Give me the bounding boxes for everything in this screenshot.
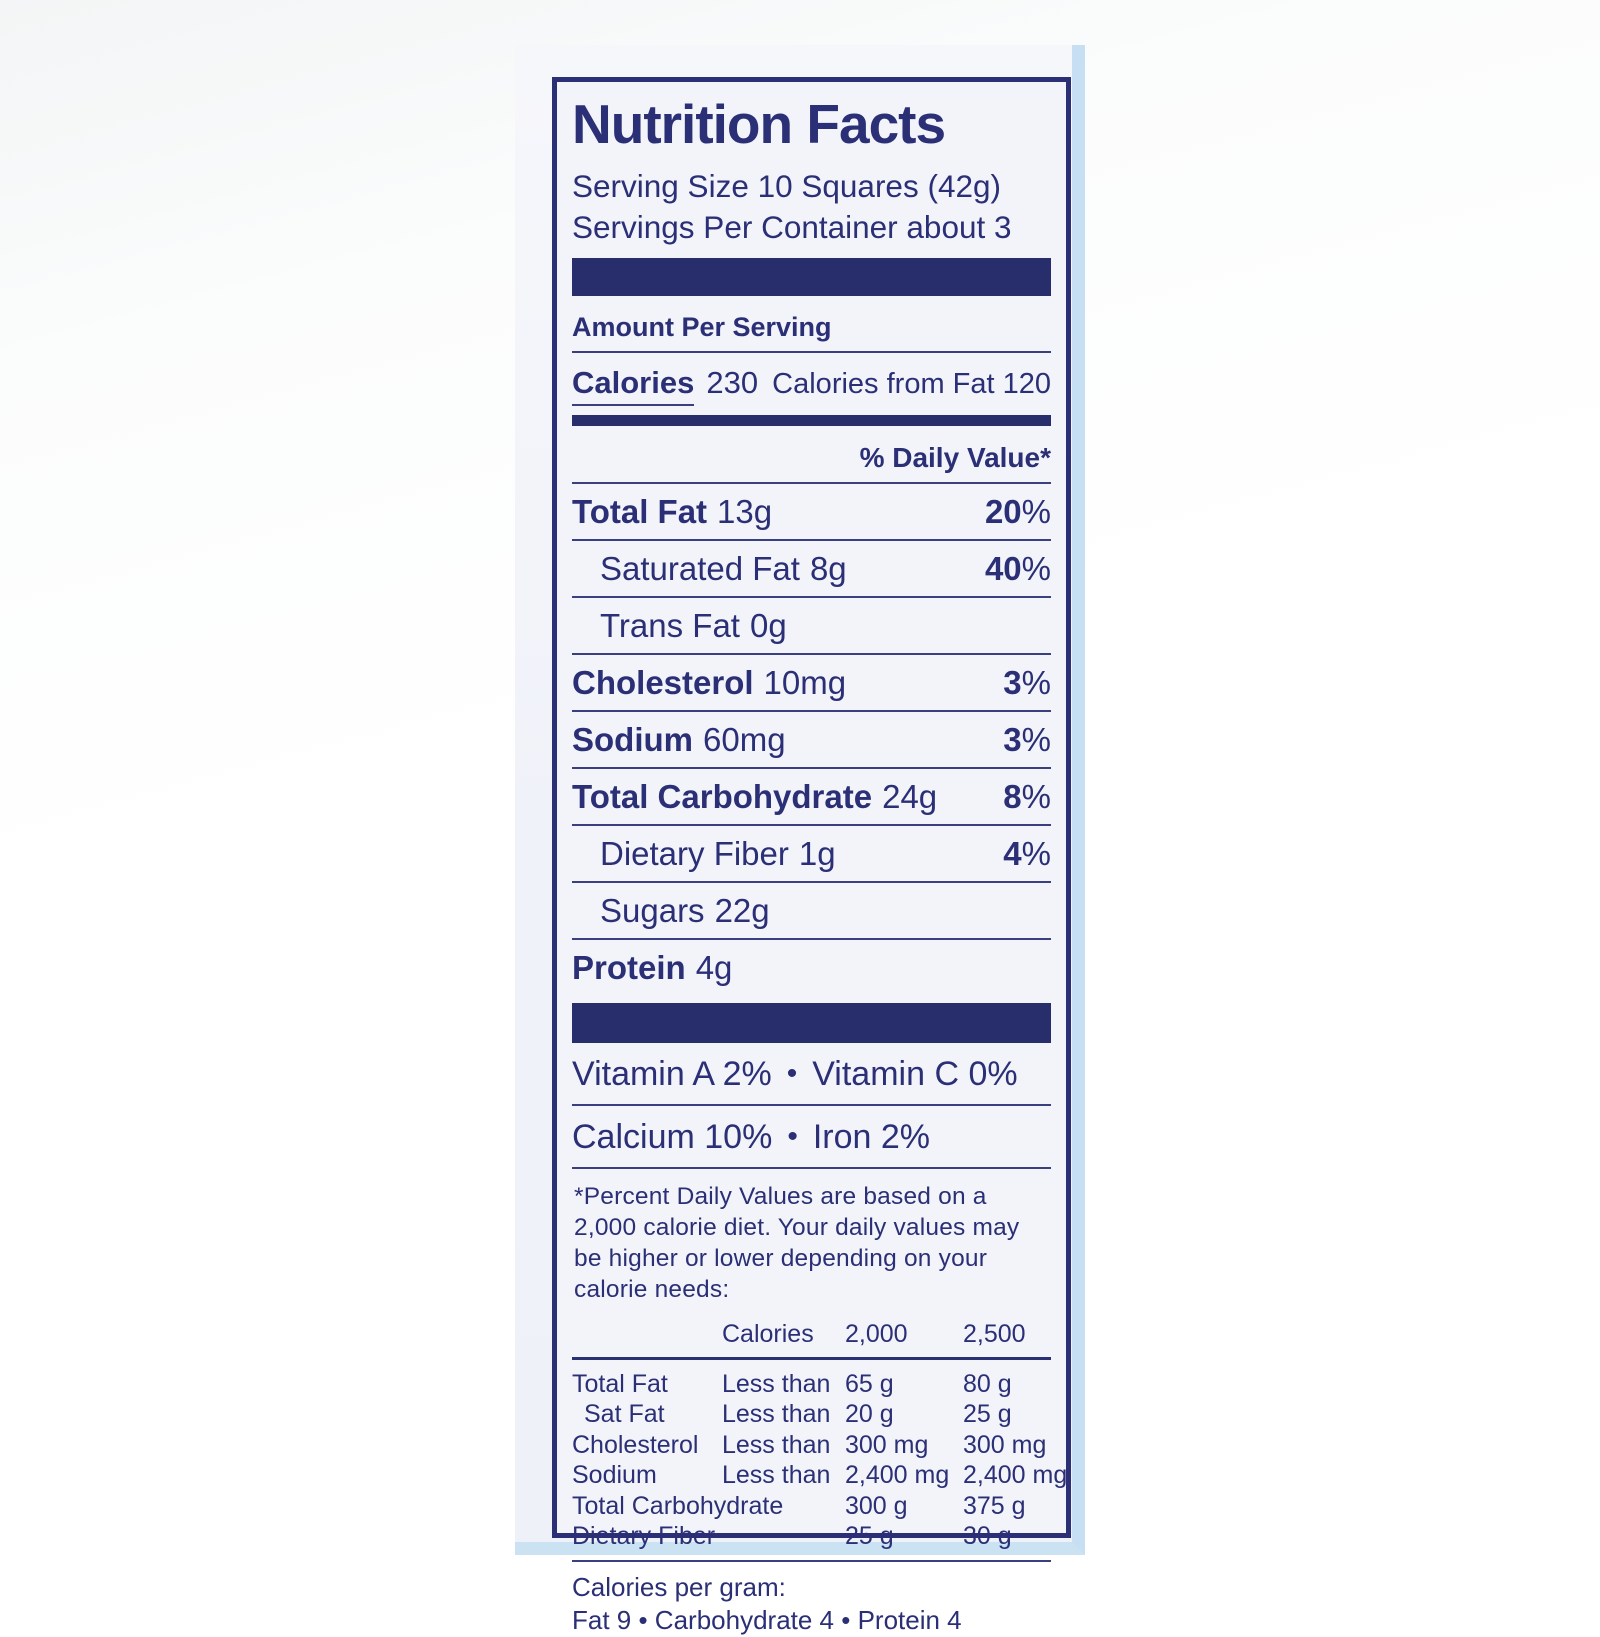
- daily-value-heading: % Daily Value*: [572, 426, 1051, 484]
- calories-from-fat: Calories from Fat 120: [772, 368, 1051, 400]
- nutrient-row-total-carbohydrate: Total Carbohydrate 24g 8%: [572, 769, 1051, 826]
- table-cell: 30 g: [963, 1522, 1012, 1550]
- nutrient-row-sodium: Sodium 60mg 3%: [572, 712, 1051, 769]
- table-cell: 2,400 mg: [963, 1461, 1068, 1489]
- table-cell: 300 mg: [963, 1430, 1047, 1459]
- table-cell: [722, 1521, 845, 1552]
- vitamin-a-value: Vitamin A 2%: [572, 1055, 772, 1093]
- nutrient-amount: 22g: [714, 892, 770, 929]
- nutrient-row-trans-fat: Trans Fat 0g: [572, 598, 1051, 655]
- nutrient-dv: 8%: [1003, 778, 1051, 815]
- label-title: Nutrition Facts: [572, 93, 946, 155]
- table-cell: 25 g: [845, 1522, 894, 1550]
- table-cell: Sodium: [572, 1461, 657, 1489]
- table-cell: Total Fat: [572, 1369, 668, 1398]
- table-cell: Total Carbohydrate: [572, 1491, 784, 1520]
- nutrient-amount: 4g: [695, 949, 733, 986]
- table-body: Total Fat Less than 65 g 80 g Sat Fat Le…: [572, 1360, 1067, 1552]
- table-cell: Dietary Fiber: [572, 1522, 716, 1550]
- nutrient-dv: 4%: [1003, 835, 1051, 872]
- nutrient-row-saturated-fat: Saturated Fat 8g 40%: [572, 541, 1051, 598]
- table-row-sat-fat: Sat Fat Less than 20 g 25 g: [572, 1399, 1051, 1430]
- nutrient-amount: 1g: [798, 835, 836, 872]
- amount-per-serving-heading: Amount Per Serving: [572, 296, 1051, 353]
- nutrient-amount: 0g: [749, 607, 787, 644]
- table-header-spacer: [572, 1319, 722, 1350]
- bullet-separator: •: [786, 1057, 798, 1090]
- vitamin-row-calcium-iron: Calcium 10% • Iron 2%: [572, 1106, 1051, 1169]
- table-row-total-carbohydrate: Total Carbohydrate 300 g 375 g: [572, 1491, 1051, 1522]
- table-row-total-fat: Total Fat Less than 65 g 80 g: [572, 1369, 1051, 1400]
- nutrient-amount: 10mg: [763, 664, 847, 701]
- nutrient-dv: 3%: [1003, 721, 1051, 758]
- calories-label: Calories: [572, 365, 695, 406]
- table-cell: Less than: [722, 1369, 831, 1398]
- nutrient-row-total-fat: Total Fat 13g 20%: [572, 484, 1051, 541]
- table-cell: Sat Fat: [584, 1400, 665, 1428]
- nutrient-dv: 40%: [984, 550, 1051, 587]
- nutrient-amount: 8g: [809, 550, 847, 587]
- nutrient-dv: 20%: [984, 493, 1051, 530]
- nutrient-row-sugars: Sugars 22g: [572, 883, 1051, 940]
- table-cell: 2,400 mg: [845, 1461, 950, 1489]
- calories-value: 230: [706, 365, 759, 400]
- nutrient-amount: 60mg: [703, 721, 786, 758]
- nutrient-name: Sodium: [572, 721, 693, 758]
- calories-row: Calories 230 Calories from Fat 120: [572, 353, 1051, 410]
- bullet-separator: •: [787, 1120, 798, 1153]
- nutrient-name: Total Fat: [572, 493, 708, 530]
- vitamin-row-a-c: Vitamin A 2% • Vitamin C 0%: [572, 1043, 1051, 1106]
- nutrient-name: Cholesterol: [572, 664, 754, 701]
- table-cell: [722, 1491, 845, 1522]
- nutrient-amount: 13g: [717, 493, 773, 530]
- calories-divider-bar: [572, 415, 1051, 426]
- table-cell: 300 mg: [845, 1430, 929, 1459]
- nutrient-name: Dietary Fiber: [600, 835, 789, 872]
- table-cell: 375 g: [963, 1491, 1026, 1520]
- servings-per-container-text: Servings Per Container about 3: [572, 209, 1012, 245]
- table-cell: Less than: [722, 1430, 831, 1459]
- table-row-cholesterol: Cholesterol Less than 300 mg 300 mg: [572, 1430, 1051, 1461]
- section-divider-bar: [572, 258, 1051, 296]
- section-divider-bar: [572, 1003, 1051, 1043]
- nutrient-name: Protein: [572, 949, 686, 986]
- nutrient-name: Saturated Fat: [600, 550, 800, 587]
- table-header-2500: 2,500: [963, 1320, 1026, 1348]
- table-cell: Cholesterol: [572, 1430, 699, 1459]
- nutrition-facts-label: Nutrition Facts Serving Size 10 Squares …: [552, 77, 1071, 1635]
- nutrient-name: Trans Fat: [600, 607, 740, 644]
- daily-value-reference-table: Calories 2,000 2,500 Total Fat Less than…: [572, 1319, 1067, 1552]
- table-header-2000: 2,000: [845, 1320, 908, 1348]
- table-cell: 65 g: [845, 1369, 894, 1398]
- table-row-dietary-fiber: Dietary Fiber 25 g 30 g: [572, 1521, 1051, 1552]
- daily-value-footnote: *Percent Daily Values are based on a 2,0…: [574, 1183, 1020, 1303]
- table-row-sodium: Sodium Less than 2,400 mg 2,400 mg: [572, 1460, 1067, 1491]
- calories-per-gram-values: Fat 9 • Carbohydrate 4 • Protein 4: [572, 1604, 962, 1635]
- nutrient-name: Sugars: [600, 892, 705, 929]
- table-cell: Less than: [722, 1400, 831, 1428]
- nutrient-amount: 24g: [882, 778, 938, 815]
- calcium-value: Calcium 10%: [572, 1118, 773, 1156]
- nutrient-row-dietary-fiber: Dietary Fiber 1g 4%: [572, 826, 1051, 883]
- package-panel: Nutrition Facts Serving Size 10 Squares …: [515, 45, 1085, 1635]
- serving-size-text: Serving Size 10 Squares (42g): [572, 168, 1001, 204]
- table-cell: 20 g: [845, 1400, 894, 1428]
- table-header-calories: Calories: [722, 1320, 814, 1348]
- iron-value: Iron 2%: [812, 1118, 931, 1156]
- nutrient-row-protein: Protein 4g: [572, 940, 1051, 995]
- nutrient-dv: 3%: [1003, 664, 1051, 701]
- table-cell: 300 g: [845, 1491, 908, 1520]
- table-cell: 25 g: [963, 1400, 1012, 1428]
- calories-per-gram-block: Calories per gram: Fat 9 • Carbohydrate …: [572, 1559, 1051, 1637]
- table-cell: Less than: [722, 1461, 831, 1489]
- nutrient-name: Total Carbohydrate: [572, 778, 873, 815]
- vitamin-c-value: Vitamin C 0%: [812, 1055, 1018, 1093]
- calories-per-gram-title: Calories per gram:: [572, 1571, 786, 1602]
- table-header-row: Calories 2,000 2,500: [572, 1319, 1051, 1360]
- nutrient-row-cholesterol: Cholesterol 10mg 3%: [572, 655, 1051, 712]
- table-cell: 80 g: [963, 1369, 1012, 1398]
